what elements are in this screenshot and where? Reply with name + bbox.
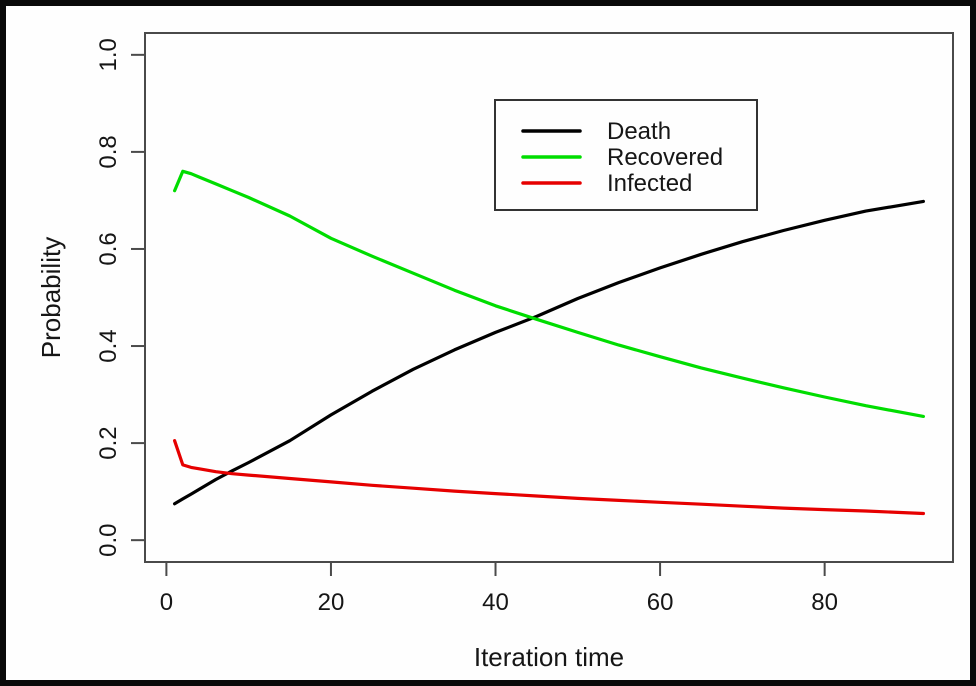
plot-box bbox=[144, 32, 954, 563]
x-tick-label: 60 bbox=[647, 589, 674, 616]
legend-label: Recovered bbox=[607, 144, 723, 171]
series-line-infected bbox=[173, 439, 926, 516]
series-line-death bbox=[173, 199, 926, 506]
x-tick-label: 40 bbox=[482, 589, 509, 616]
y-tick-label: 0.4 bbox=[95, 329, 122, 362]
y-tick-label: 1.0 bbox=[95, 38, 122, 71]
x-tick-label: 20 bbox=[318, 589, 345, 616]
y-axis-title: Probability bbox=[36, 237, 66, 358]
legend-label: Death bbox=[607, 118, 671, 145]
x-axis-title: Iteration time bbox=[474, 642, 624, 672]
y-tick-label: 0.0 bbox=[95, 523, 122, 556]
series-line-recovered bbox=[173, 169, 926, 418]
x-tick-label: 80 bbox=[811, 589, 838, 616]
legend-label: Infected bbox=[607, 170, 692, 197]
legend-box bbox=[494, 99, 758, 211]
y-tick-label: 0.2 bbox=[95, 426, 122, 459]
line-chart: 0 20 40 60 80 0.0 0.2 0.4 0.6 0.8 1.0 Iteration tim… bbox=[36, 32, 954, 672]
y-tick-label: 0.8 bbox=[95, 135, 122, 168]
x-tick-label: 0 bbox=[160, 589, 173, 616]
y-tick-label: 0.6 bbox=[95, 232, 122, 265]
